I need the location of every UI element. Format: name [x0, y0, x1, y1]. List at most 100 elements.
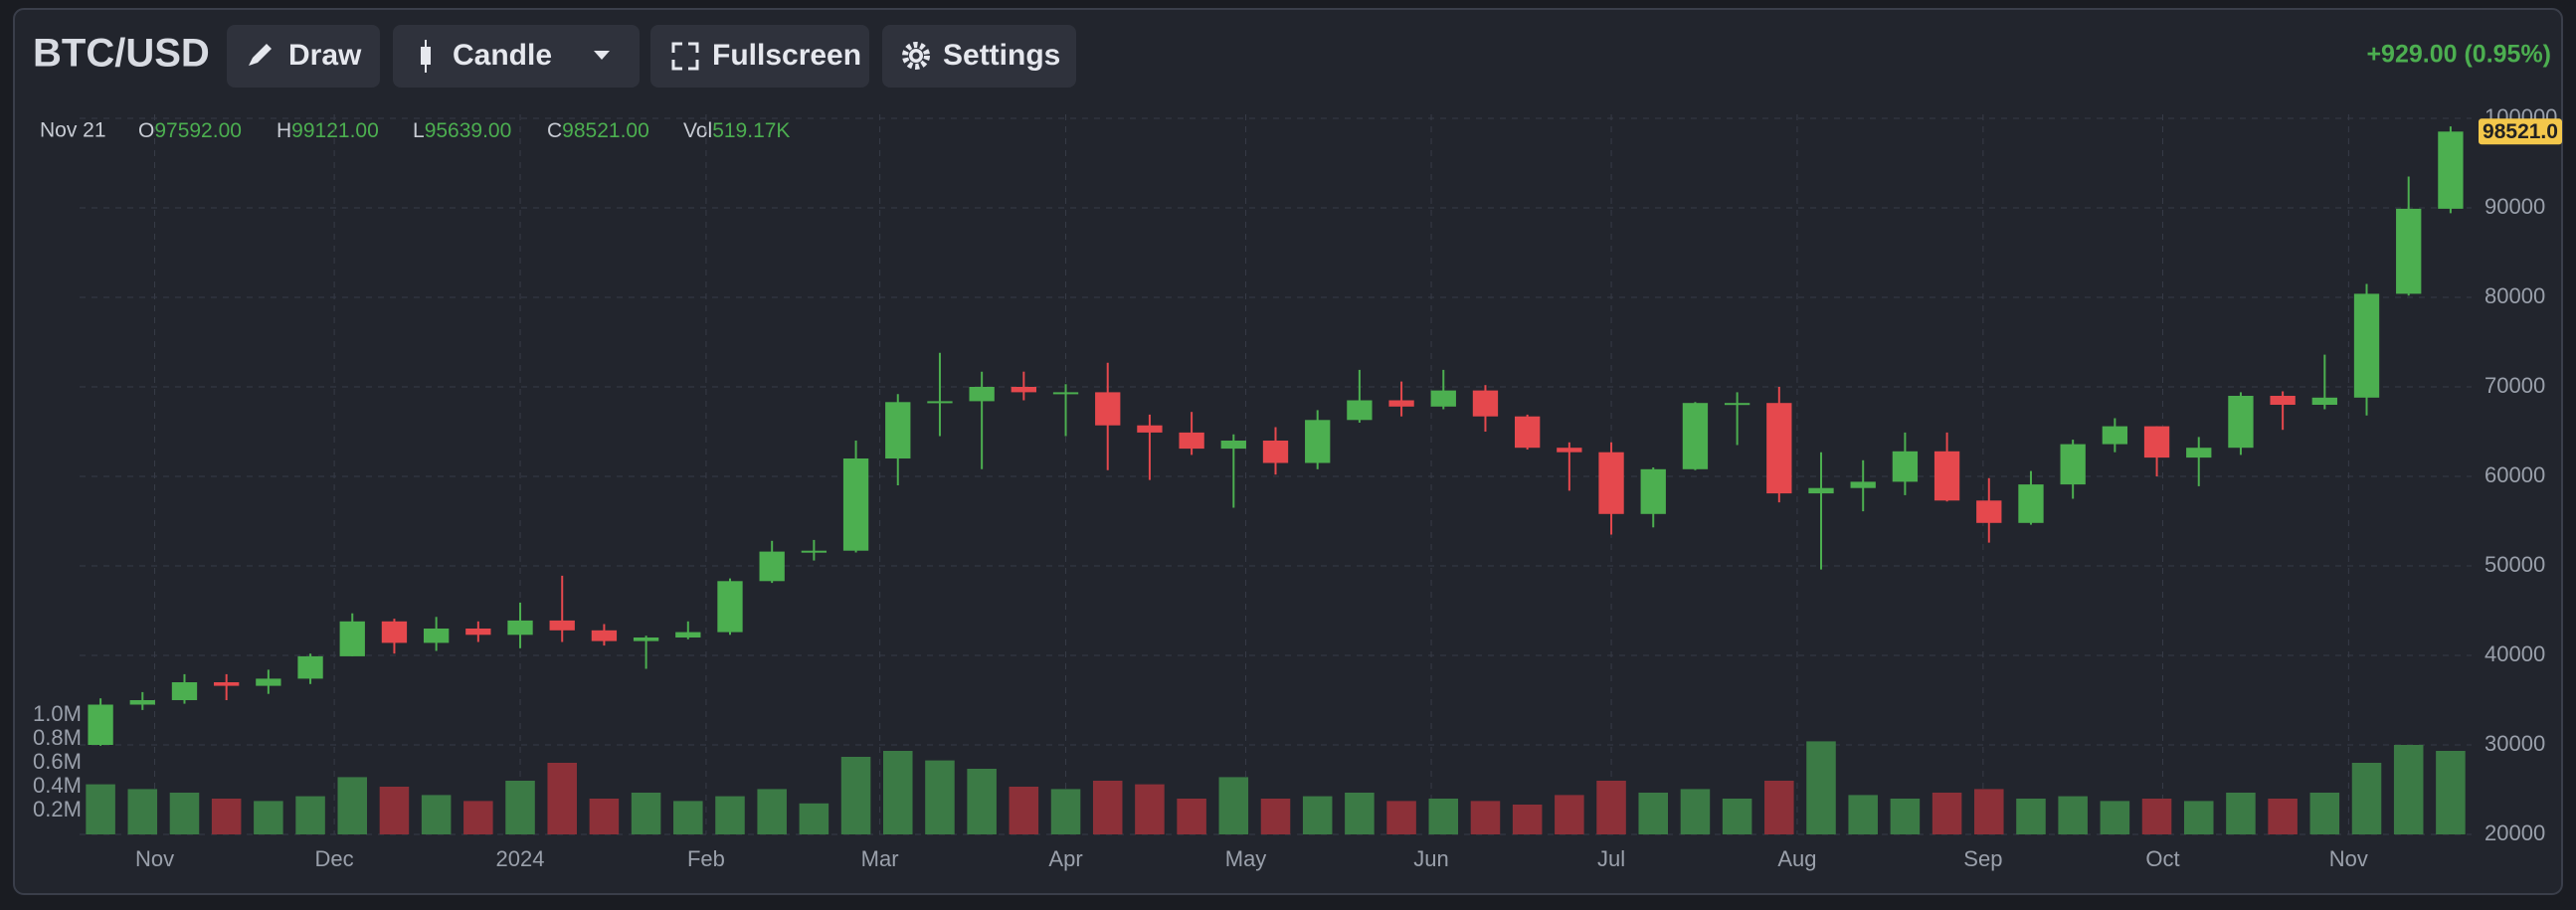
x-tick-label: Nov	[135, 846, 174, 871]
candle-body	[759, 551, 785, 582]
volume-bar	[1722, 799, 1752, 834]
volume-bar	[1764, 781, 1794, 834]
legend-value: 98521.00	[562, 119, 649, 142]
candle-body	[2018, 484, 2044, 523]
candle-body	[297, 655, 323, 679]
volume-bar	[1386, 801, 1416, 834]
volume-bar	[337, 777, 368, 834]
fullscreen-button[interactable]: Fullscreen	[650, 25, 869, 88]
volume-bar	[1512, 805, 1543, 834]
candle-body	[1137, 425, 1163, 433]
volume-bar	[1092, 781, 1123, 834]
volume-bar	[254, 801, 283, 834]
candle-body	[591, 630, 618, 641]
volume-bar	[1135, 784, 1165, 834]
candle-body	[1430, 390, 1456, 407]
settings-icon	[902, 42, 930, 70]
volume-bar	[1009, 787, 1039, 834]
volume-bar	[2183, 801, 2214, 834]
button-bg	[227, 25, 380, 88]
legend-label: O	[138, 119, 154, 142]
candle-body	[1305, 420, 1331, 463]
candle-body	[1220, 441, 1246, 450]
x-tick-label: Jun	[1413, 846, 1448, 871]
candle-body	[2311, 397, 2337, 405]
volume-bar	[631, 793, 661, 834]
candle-body	[339, 621, 365, 656]
button-bg	[393, 25, 640, 88]
candle-body	[1892, 451, 1919, 482]
y-tick-label: 80000	[2484, 283, 2545, 308]
candle-body	[1262, 441, 1289, 463]
candle-body	[2396, 208, 2422, 294]
volume-bar	[1218, 777, 1249, 834]
button-bg	[650, 25, 869, 88]
price-change: +929.00 (0.95%)	[2366, 41, 2551, 69]
volume-bar	[1177, 799, 1206, 834]
candle-body	[2143, 426, 2170, 458]
volume-bar	[2309, 793, 2340, 834]
volume-bar	[1680, 789, 1711, 834]
volume-bar	[421, 795, 452, 834]
settings-button[interactable]: Settings	[882, 25, 1076, 88]
volume-bar	[463, 801, 493, 834]
candle-body	[2270, 396, 2296, 405]
volume-bar	[1345, 793, 1375, 834]
volume-bar	[1848, 795, 1878, 834]
candle-body	[1347, 400, 1373, 421]
candle-body	[1515, 416, 1541, 449]
x-tick-label: Apr	[1048, 846, 1082, 871]
volume-bar	[967, 769, 997, 834]
candle-body	[633, 637, 659, 641]
candle-body	[171, 682, 198, 700]
x-tick-label: Dec	[315, 846, 354, 871]
volume-bar	[1260, 799, 1291, 834]
draw-button[interactable]: Draw	[227, 25, 380, 88]
candle-body	[1472, 390, 1499, 417]
volume-bar	[840, 757, 871, 834]
candle-button[interactable]: Candle	[393, 25, 640, 88]
legend-value: 95639.00	[425, 119, 512, 142]
candle-body	[1598, 452, 1624, 514]
candle-body	[423, 629, 450, 643]
volume-bar	[1806, 741, 1836, 834]
candle-body	[2228, 396, 2254, 449]
candle-body	[717, 581, 743, 633]
y-tick-label: 50000	[2484, 552, 2545, 577]
volume-bar	[1638, 793, 1669, 834]
button-label: Candle	[453, 39, 552, 72]
last-price-label: 98521.0	[2483, 120, 2558, 143]
volume-bar	[589, 799, 620, 834]
volume-bar	[127, 789, 158, 834]
candle-body	[1052, 392, 1079, 395]
x-tick-label: Oct	[2145, 846, 2179, 871]
symbol: BTC/USD	[33, 32, 210, 76]
y-tick-label: 70000	[2484, 373, 2545, 398]
volume-bar	[1428, 799, 1459, 834]
volume-bar	[1302, 796, 1333, 834]
legend-label: L	[413, 119, 425, 142]
button-label: Draw	[288, 39, 362, 72]
candle-body	[1976, 500, 2002, 523]
volume-bar	[2393, 745, 2424, 834]
volume-bar	[2141, 799, 2172, 834]
volume-tick-label: 0.4M	[33, 773, 82, 798]
candle-icon	[421, 47, 431, 65]
volume-bar	[882, 751, 913, 834]
candle-body	[1850, 481, 1876, 488]
y-tick-label: 60000	[2484, 462, 2545, 487]
last-price-badge	[2479, 118, 2562, 145]
button-label: Fullscreen	[712, 39, 861, 72]
volume-bar	[547, 763, 577, 834]
button-bg	[882, 25, 1076, 88]
fullscreen-icon	[671, 42, 699, 71]
volume-bar	[2268, 799, 2298, 834]
volume-bar	[925, 760, 955, 834]
volume-bar	[1890, 799, 1921, 834]
settings-icon	[912, 52, 920, 60]
candle-body	[88, 704, 113, 745]
candle-body	[1724, 403, 1750, 406]
volume-tick-label: 0.6M	[33, 749, 82, 774]
candle-body	[129, 700, 155, 705]
